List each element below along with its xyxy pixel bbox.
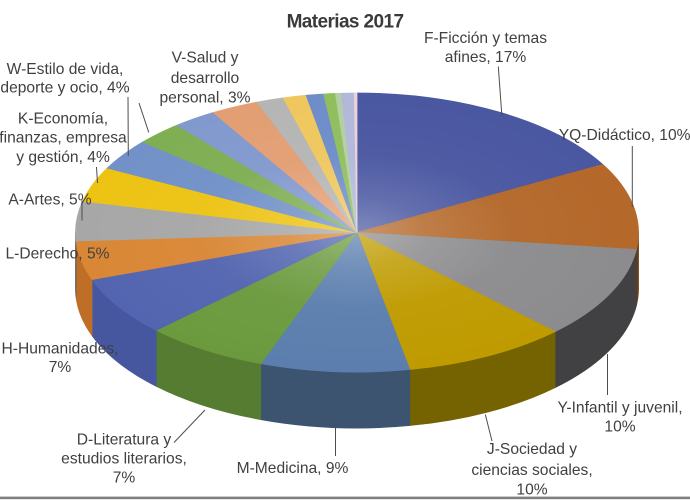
svg-text:estudios literarios,: estudios literarios,	[61, 451, 187, 468]
svg-text:H-Humanidades,: H-Humanidades,	[1, 341, 118, 358]
svg-text:K-Economía,: K-Economía,	[18, 111, 108, 128]
svg-text:D-Literatura y: D-Literatura y	[77, 432, 172, 449]
svg-text:desarrollo: desarrollo	[171, 70, 240, 87]
svg-text:deporte y ocio, 4%: deporte y ocio, 4%	[0, 80, 129, 97]
svg-text:V-Salud y: V-Salud y	[172, 50, 239, 67]
svg-text:M-Medicina, 9%: M-Medicina, 9%	[237, 460, 349, 477]
svg-text:F-Ficción y temas: F-Ficción y temas	[424, 30, 547, 47]
svg-text:finanzas, empresa: finanzas, empresa	[0, 130, 127, 147]
svg-text:7%: 7%	[113, 470, 136, 487]
svg-text:y gestión, 4%: y gestión, 4%	[16, 149, 110, 166]
svg-text:10%: 10%	[604, 418, 635, 435]
svg-text:J-Sociedad y: J-Sociedad y	[487, 441, 577, 458]
svg-text:W-Estilo de vida,: W-Estilo de vida,	[7, 61, 124, 78]
svg-text:Materias 2017: Materias 2017	[287, 12, 404, 33]
svg-text:7%: 7%	[49, 359, 72, 376]
svg-text:ciencias sociales,: ciencias sociales,	[471, 462, 592, 479]
svg-text:L-Derecho, 5%: L-Derecho, 5%	[5, 246, 109, 263]
svg-text:afines, 17%: afines, 17%	[445, 49, 527, 66]
svg-text:10%: 10%	[516, 482, 547, 499]
svg-text:A-Artes, 5%: A-Artes, 5%	[8, 192, 91, 209]
svg-text:Y-Infantil y juvenil,: Y-Infantil y juvenil,	[557, 400, 682, 417]
svg-text:YQ-Didáctico, 10%: YQ-Didáctico, 10%	[559, 127, 690, 144]
svg-text:personal, 3%: personal, 3%	[159, 90, 250, 107]
